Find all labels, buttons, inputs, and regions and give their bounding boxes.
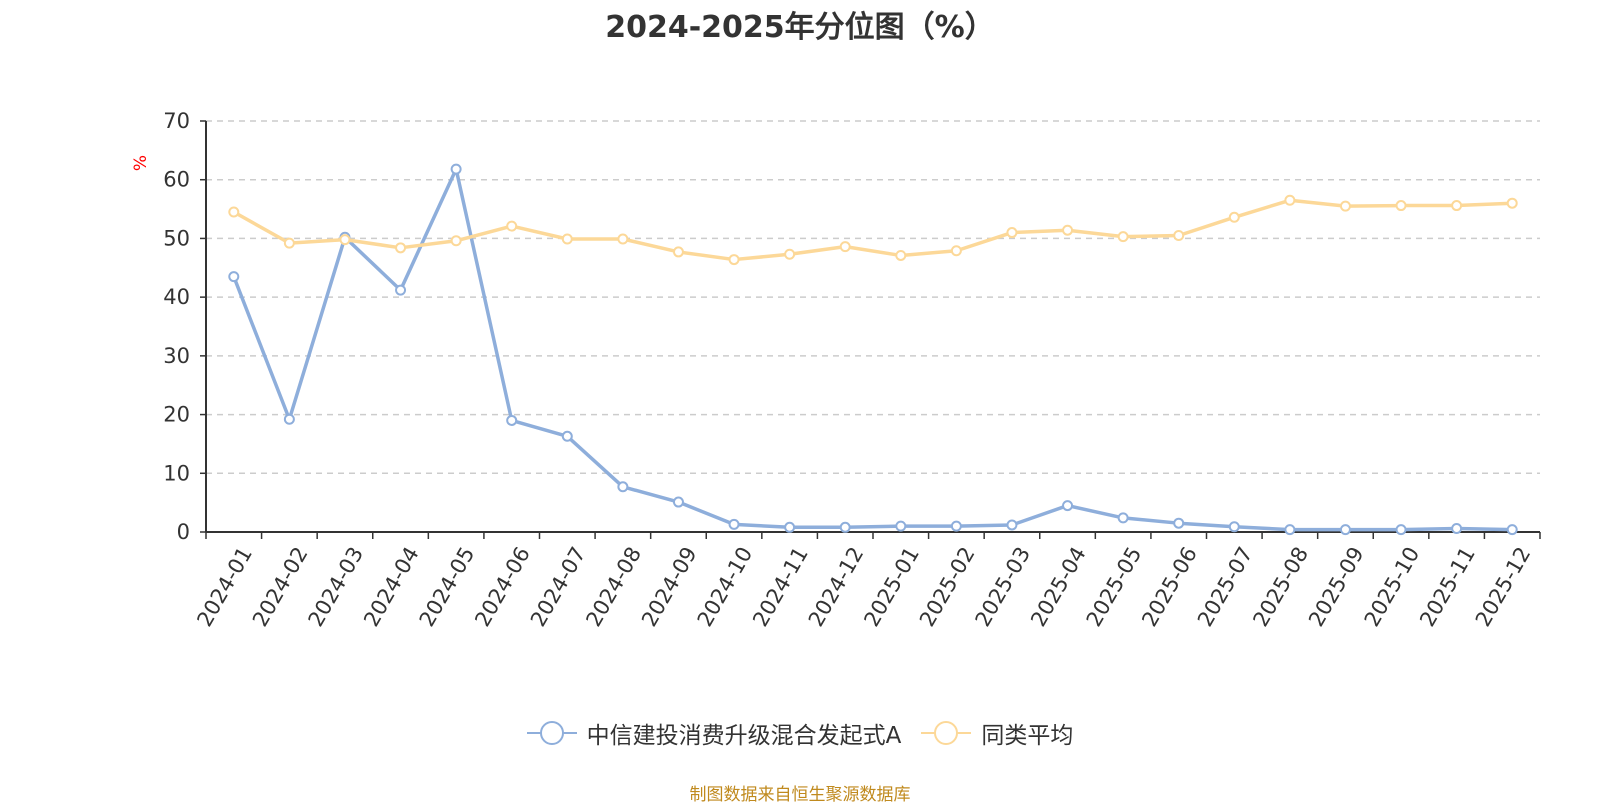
series-1-point [450, 235, 462, 247]
series-0-point [506, 414, 518, 426]
chart-title: 2024-2025年分位图（%） [605, 10, 995, 45]
series-1-point [283, 237, 295, 249]
series-0-point [895, 520, 907, 532]
x-tick-label: 2024-03 [304, 543, 369, 631]
x-tick-label: 2025-01 [859, 543, 924, 631]
series-1-point [672, 246, 684, 258]
series-1-point [1228, 211, 1240, 223]
series-1-point [1339, 200, 1351, 212]
series-0-point [1284, 524, 1296, 536]
series-1-point [784, 248, 796, 260]
series-0-point [784, 521, 796, 533]
series-0-point [395, 284, 407, 296]
x-tick-label: 2025-10 [1360, 543, 1425, 631]
legend-swatch-peer-average [921, 720, 972, 746]
x-tick-label: 2024-01 [192, 543, 257, 631]
x-tick-label: 2025-09 [1304, 543, 1369, 631]
x-tick-label: 2024-09 [637, 543, 702, 631]
x-tick-label: 2025-05 [1082, 543, 1147, 631]
axes: 0102030405060702024-012024-022024-032024… [163, 109, 1541, 631]
series-0-point [1451, 522, 1463, 534]
x-tick-label: 2025-11 [1415, 543, 1480, 631]
series-1-point [1395, 200, 1407, 212]
series-0-point [450, 163, 462, 175]
x-tick-label: 2024-07 [526, 543, 591, 631]
x-tick-label: 2024-12 [804, 543, 869, 631]
series-1-point [950, 245, 962, 257]
grid-lines [206, 120, 1540, 475]
legend-label-peer-average: 同类平均 [981, 723, 1074, 749]
series-0-point [283, 413, 295, 425]
x-tick-label: 2025-06 [1137, 543, 1202, 631]
series-1-point [228, 206, 240, 218]
series-0-point [1117, 512, 1129, 524]
series-line-0 [232, 167, 1513, 532]
series-1-point [1284, 194, 1296, 206]
series-0-point [1395, 524, 1407, 536]
series-0-point [728, 518, 740, 530]
series-1-point [1062, 224, 1074, 236]
series-1-point [1506, 197, 1518, 209]
y-tick-label: 60 [163, 168, 190, 192]
series-1-point [395, 242, 407, 254]
series-1-point [339, 234, 351, 246]
series-1-point [617, 233, 629, 245]
x-tick-label: 2025-03 [971, 543, 1036, 631]
x-tick-label: 2024-05 [415, 543, 480, 631]
series-0-point [1506, 524, 1518, 536]
x-tick-label: 2025-07 [1193, 543, 1258, 631]
series-line-1 [232, 198, 1513, 262]
x-tick-label: 2025-04 [1026, 543, 1091, 631]
series-1-point [1451, 200, 1463, 212]
y-axis-unit-label: % [131, 155, 151, 171]
legend-item-peer-average[interactable]: 同类平均 [921, 716, 1073, 750]
x-tick-label: 2024-06 [470, 543, 535, 631]
series-0-point [1006, 519, 1018, 531]
series-0-point [1228, 521, 1240, 533]
x-tick-label: 2025-08 [1248, 543, 1313, 631]
legend: 中信建投消费升级混合发起式A 同类平均 [0, 716, 1600, 750]
series-1-point [728, 254, 740, 266]
source-note: 制图数据来自恒生聚源数据库 [689, 785, 911, 805]
series-0-point [1339, 524, 1351, 536]
series-0-point [228, 271, 240, 283]
y-tick-label: 70 [163, 109, 190, 133]
series-0-point [617, 481, 629, 493]
x-tick-label: 2024-10 [693, 543, 758, 631]
series-layer [228, 163, 1518, 536]
y-tick-label: 40 [163, 285, 190, 309]
legend-swatch-fund [526, 720, 577, 746]
series-1-point [1006, 227, 1018, 239]
y-tick-label: 30 [163, 344, 190, 368]
series-0-point [950, 520, 962, 532]
y-tick-label: 50 [163, 226, 190, 250]
series-1-point [839, 241, 851, 253]
x-tick-label: 2024-08 [581, 543, 646, 631]
series-1-point [1117, 231, 1129, 243]
legend-label-fund: 中信建投消费升级混合发起式A [586, 723, 902, 749]
series-0-point [561, 430, 573, 442]
y-tick-label: 20 [163, 403, 190, 427]
legend-item-fund[interactable]: 中信建投消费升级混合发起式A [526, 716, 902, 750]
series-1-point [506, 220, 518, 232]
series-1-point [1173, 229, 1185, 241]
series-1-point [895, 249, 907, 261]
series-0-point [1062, 500, 1074, 512]
x-tick-label: 2024-11 [748, 543, 813, 631]
y-tick-label: 0 [177, 520, 190, 544]
series-0-point [672, 496, 684, 508]
y-tick-label: 10 [163, 461, 190, 485]
series-0-point [1173, 517, 1185, 529]
series-0-point [839, 521, 851, 533]
x-tick-label: 2024-02 [248, 543, 313, 631]
x-tick-label: 2025-12 [1471, 543, 1536, 631]
x-tick-label: 2025-02 [915, 543, 980, 631]
x-tick-label: 2024-04 [359, 543, 424, 631]
series-1-point [561, 233, 573, 245]
